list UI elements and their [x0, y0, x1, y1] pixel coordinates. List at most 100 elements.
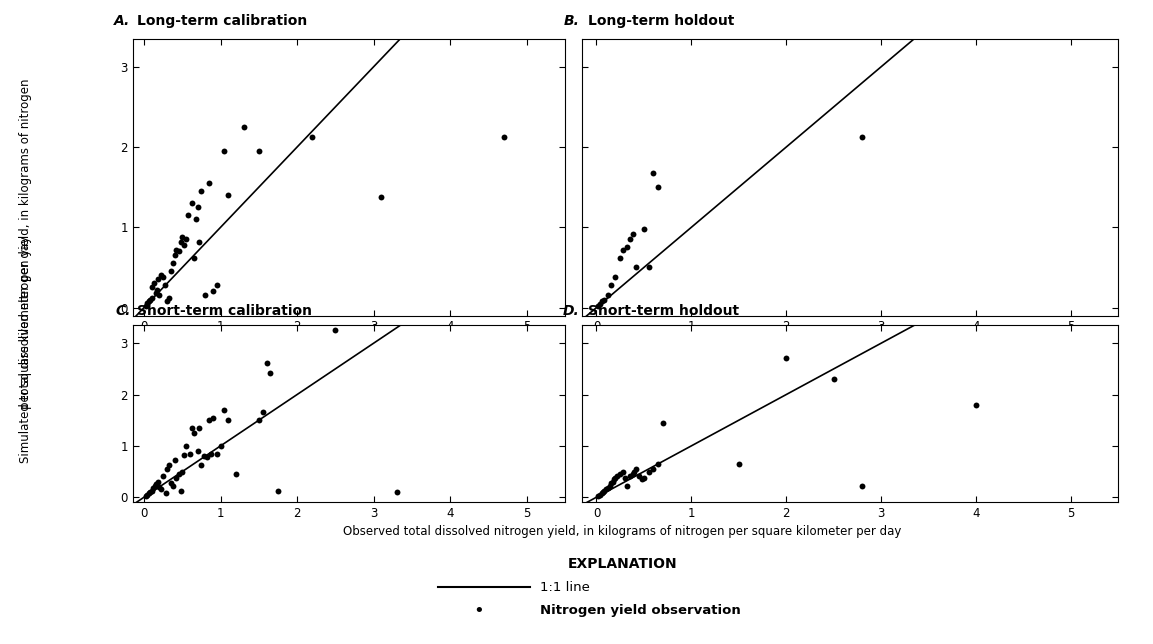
Point: [624, 469, 642, 479]
Point: [613, 466, 632, 477]
Point: [269, 486, 287, 496]
Point: [145, 278, 164, 289]
Point: [640, 466, 658, 477]
Point: [167, 245, 186, 255]
Point: [227, 469, 246, 479]
Point: [261, 368, 279, 378]
Text: Observed total dissolved nitrogen yield, in kilograms of nitrogen per square kil: Observed total dissolved nitrogen yield,…: [344, 525, 902, 538]
Point: [640, 262, 658, 272]
Point: [136, 491, 155, 501]
Point: [152, 270, 171, 281]
Point: [606, 473, 625, 483]
Point: [645, 464, 663, 474]
Text: Short-term calibration: Short-term calibration: [137, 304, 312, 318]
Point: [179, 210, 197, 220]
Text: B.: B.: [564, 14, 580, 28]
Point: [146, 288, 165, 298]
Point: [157, 488, 175, 498]
Point: [602, 478, 620, 488]
Point: [208, 280, 226, 290]
Point: [182, 198, 201, 209]
Point: [495, 132, 513, 142]
Point: [141, 487, 159, 497]
Point: [140, 296, 158, 307]
Point: [211, 440, 229, 451]
Point: [616, 473, 634, 483]
Point: [303, 132, 322, 142]
Point: [603, 477, 621, 487]
Point: [254, 408, 272, 418]
Point: [625, 466, 643, 477]
Point: [250, 415, 269, 425]
Point: [182, 422, 201, 433]
Point: [152, 484, 171, 495]
Point: [195, 451, 213, 461]
Point: [372, 192, 391, 202]
Point: [594, 487, 612, 497]
Point: [167, 473, 186, 483]
Point: [155, 471, 173, 481]
Text: D.: D.: [563, 304, 580, 318]
Text: Long-term calibration: Long-term calibration: [137, 14, 307, 28]
Text: A.: A.: [114, 14, 130, 28]
Point: [208, 448, 226, 459]
Point: [148, 479, 166, 489]
Point: [161, 266, 180, 276]
Point: [627, 464, 646, 474]
Point: [630, 471, 648, 481]
Point: [158, 296, 176, 307]
Point: [604, 474, 623, 484]
Point: [627, 262, 646, 272]
Point: [326, 325, 345, 336]
Text: C.: C.: [115, 304, 130, 318]
Point: [649, 459, 668, 469]
Text: Long-term holdout: Long-term holdout: [588, 14, 734, 28]
Point: [967, 400, 986, 410]
Point: [143, 486, 161, 496]
Point: [257, 357, 276, 368]
Point: [188, 446, 206, 456]
Point: [634, 473, 653, 483]
Point: [197, 452, 216, 462]
Point: [620, 234, 639, 245]
Point: [589, 491, 608, 501]
Point: [613, 245, 632, 255]
Point: [853, 132, 872, 142]
Point: [219, 415, 238, 425]
Point: [150, 290, 168, 301]
Point: [172, 236, 190, 247]
Point: [172, 486, 190, 496]
Point: [634, 223, 653, 234]
Point: [593, 296, 611, 307]
Point: [611, 469, 630, 479]
Point: [618, 480, 636, 491]
Point: [199, 178, 218, 188]
Text: EXPLANATION: EXPLANATION: [567, 557, 678, 571]
Point: [193, 460, 211, 471]
Point: [598, 483, 617, 493]
Point: [136, 301, 155, 311]
Point: [138, 298, 157, 308]
Point: [193, 186, 211, 196]
Point: [595, 486, 613, 496]
Point: [140, 488, 158, 498]
Point: [196, 290, 214, 301]
Point: [204, 412, 223, 422]
Point: [138, 489, 157, 500]
Point: [608, 471, 626, 481]
Point: [624, 229, 642, 239]
Point: [853, 480, 872, 491]
Point: [188, 202, 206, 213]
Point: [216, 146, 234, 156]
Point: [173, 466, 191, 477]
Point: [611, 252, 630, 263]
Point: [645, 167, 663, 178]
Point: [597, 484, 616, 495]
Point: [166, 455, 184, 466]
Point: [148, 285, 166, 295]
Point: [169, 246, 188, 256]
Point: [174, 240, 193, 250]
Point: [143, 293, 161, 303]
Point: [164, 258, 182, 269]
Point: [181, 448, 199, 459]
